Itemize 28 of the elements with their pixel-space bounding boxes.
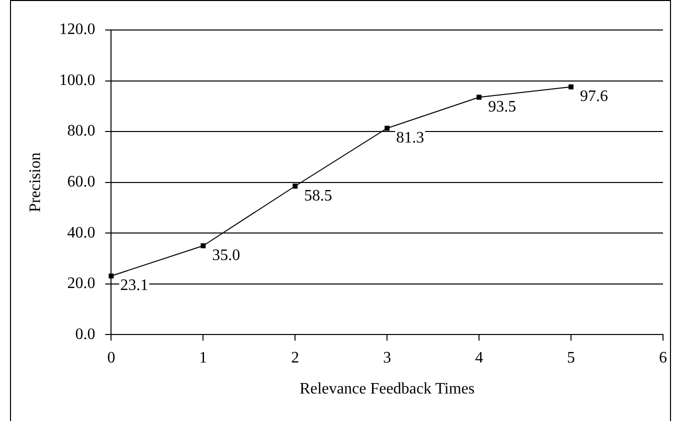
y-tick-label: 80.0 xyxy=(67,122,96,140)
x-tick-label: 1 xyxy=(199,349,208,366)
x-tick-label: 2 xyxy=(291,349,300,366)
y-tick-label: 100.0 xyxy=(59,72,96,89)
y-tick-label: 20.0 xyxy=(67,275,96,292)
data-label: 35.0 xyxy=(212,246,240,264)
x-tick-label: 3 xyxy=(383,349,392,366)
point xyxy=(568,84,574,90)
point xyxy=(476,94,482,100)
y-tick-label: 120.0 xyxy=(59,21,96,38)
point xyxy=(108,273,114,278)
x-tick-label: 4 xyxy=(475,349,484,366)
data-label: 93.5 xyxy=(488,98,516,116)
point xyxy=(292,184,298,189)
point xyxy=(384,126,390,131)
data-label: 23.1 xyxy=(120,277,148,294)
data-label: 81.3 xyxy=(396,129,424,146)
data-label: 58.5 xyxy=(304,187,332,204)
y-tick-label: 40.0 xyxy=(67,224,96,242)
x-tick-label: 5 xyxy=(567,349,576,366)
x-tick-label: 0 xyxy=(107,349,116,366)
data-label: 97.6 xyxy=(580,88,608,106)
point xyxy=(200,243,206,248)
y-tick-label: 0.0 xyxy=(75,326,96,343)
y-tick-label: 60.0 xyxy=(67,174,96,191)
x-axis-title: Relevance Feedback Times xyxy=(300,380,475,398)
x-tick-label: 6 xyxy=(659,349,667,366)
y-axis-title: Precision xyxy=(26,152,44,212)
